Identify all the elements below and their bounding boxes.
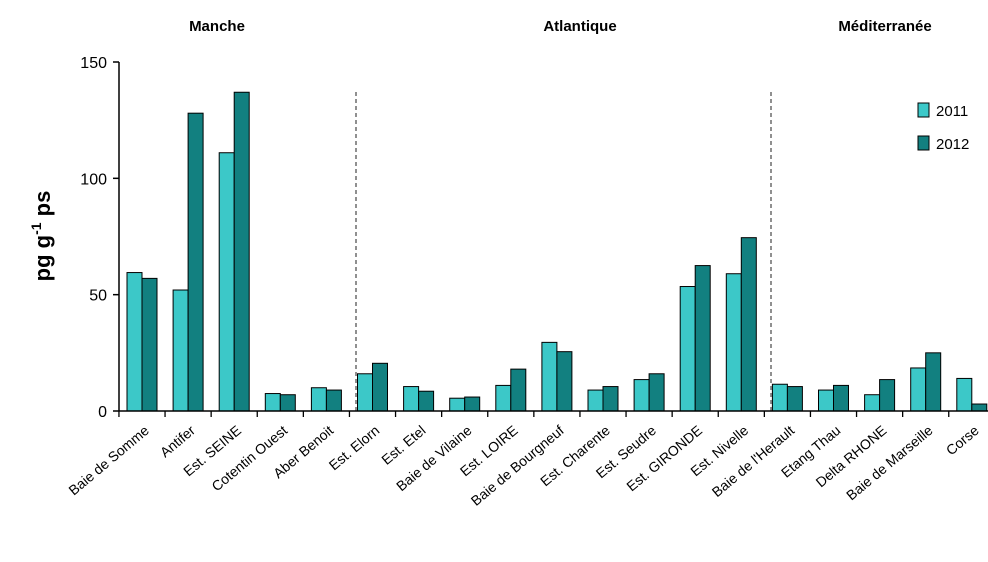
legend-label-2012: 2012: [936, 136, 969, 153]
bar-2012-2: [233, 91, 250, 412]
bar-2012-6: [418, 390, 435, 412]
bar-2012-18: [971, 403, 988, 412]
bar-2011-11: [633, 379, 650, 412]
y-tick-label: 150: [80, 55, 107, 72]
legend: 2011 2012: [917, 102, 969, 153]
bar-2012-8: [510, 368, 527, 412]
bar-2012-9: [556, 351, 573, 412]
legend-swatch-2012: [917, 135, 930, 151]
bar-2012-13: [740, 237, 757, 412]
bar-2012-10: [602, 386, 619, 412]
bar-2011-4: [310, 387, 327, 412]
bar-2012-12: [694, 265, 711, 412]
bar-2011-6: [403, 386, 420, 412]
bar-2011-10: [587, 389, 604, 412]
bar-2011-5: [357, 373, 373, 412]
bar-2011-1: [172, 289, 189, 412]
bar-2011-18: [956, 377, 973, 412]
x-category-label: Baie de Somme: [65, 422, 152, 498]
x-category-label: Est. Elorn: [326, 422, 383, 473]
bar-2011-2: [218, 152, 235, 412]
bar-2012-14: [786, 386, 803, 412]
bar-2011-17: [910, 367, 927, 412]
bar-2012-17: [925, 352, 942, 412]
y-tick-label: 0: [98, 404, 107, 421]
y-tick-label: 50: [89, 288, 107, 305]
bar-2011-16: [864, 394, 881, 412]
bar-2011-9: [541, 341, 558, 412]
bar-2012-4: [325, 389, 342, 412]
bar-2012-11: [648, 373, 665, 412]
region-label-atlantique: Atlantique: [543, 18, 616, 35]
x-category-label: Baie de l'Herault: [709, 422, 798, 500]
bar-2011-15: [818, 389, 834, 412]
bar-2012-15: [833, 384, 849, 412]
region-label-manche: Manche: [189, 18, 245, 35]
bar-2011-0: [126, 272, 143, 412]
legend-swatch-2011: [917, 102, 930, 118]
bar-2012-5: [372, 362, 388, 412]
legend-label-2011: 2011: [936, 103, 968, 120]
bar-2012-16: [879, 379, 896, 412]
y-axis-label: pg g-1 ps: [28, 191, 55, 282]
x-category-label: Baie de Marseille: [843, 422, 936, 503]
x-category-label: Corse: [943, 422, 982, 458]
bar-2011-8: [495, 384, 512, 412]
y-tick-label: 100: [80, 171, 107, 188]
bar-2012-7: [464, 396, 481, 412]
bar-2012-3: [279, 394, 296, 412]
x-category-label: Antifer: [157, 422, 199, 460]
bar-2012-0: [141, 277, 158, 412]
bar-2011-3: [264, 393, 281, 412]
bar-2011-14: [771, 383, 788, 412]
bar-2012-1: [187, 112, 204, 412]
region-label-mediterranee: Méditerranée: [838, 18, 931, 35]
bar-2011-13: [725, 273, 742, 412]
bar-2011-12: [679, 286, 696, 412]
bar-2011-7: [449, 397, 466, 412]
